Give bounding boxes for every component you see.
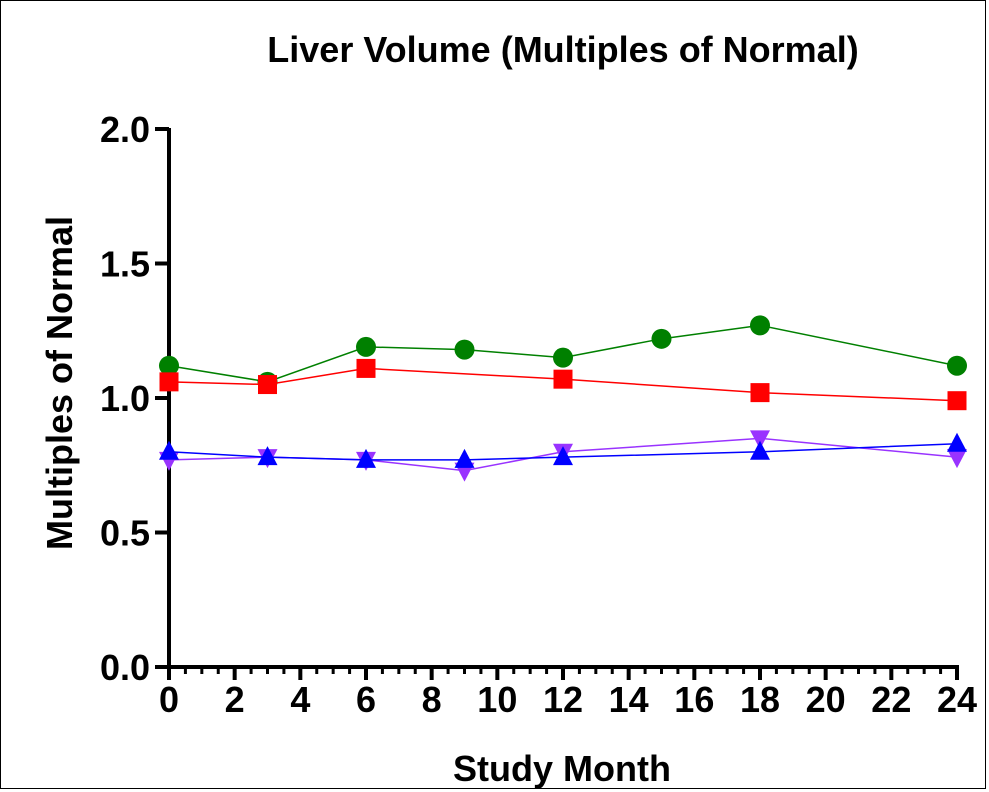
- data-point: [947, 391, 967, 411]
- data-point: [553, 347, 573, 368]
- y-tick-label: 0.5: [100, 513, 150, 554]
- data-point: [159, 355, 179, 376]
- data-point: [553, 369, 573, 389]
- data-point: [553, 446, 573, 466]
- x-tick-label: 6: [356, 679, 376, 720]
- data-point: [257, 446, 278, 466]
- x-tick-label: 20: [806, 679, 846, 720]
- x-tick-label: 8: [422, 679, 442, 720]
- data-point: [750, 440, 770, 460]
- data-point: [356, 336, 376, 357]
- axes: 0.00.51.01.52.00 2 4 6 8 10 12 14 16 18 20 22 24: [100, 109, 977, 720]
- y-tick-label: 2.0: [100, 109, 150, 150]
- data-point: [651, 328, 672, 349]
- data-point: [750, 383, 770, 403]
- x-tick-label: 18: [740, 679, 780, 720]
- series-layer: [159, 315, 967, 482]
- x-tick-label: 24: [937, 679, 977, 720]
- data-point: [454, 339, 475, 360]
- data-point: [750, 430, 770, 450]
- data-point: [159, 440, 179, 460]
- data-point: [947, 432, 967, 452]
- x-tick-label: 0: [159, 679, 179, 720]
- y-tick-label: 1.5: [100, 244, 150, 285]
- y-tick-label: 1.0: [100, 378, 150, 419]
- data-point: [258, 375, 277, 395]
- x-tick-label: 2: [225, 679, 245, 720]
- series-triangle-up: [159, 432, 967, 468]
- x-axis-label: Study Month: [453, 748, 671, 789]
- x-tick-label: 14: [609, 679, 649, 720]
- data-point: [356, 358, 376, 378]
- x-tick-label: 4: [290, 679, 310, 720]
- data-point: [159, 372, 179, 392]
- data-point: [947, 449, 967, 469]
- series-line: [168, 367, 958, 402]
- y-tick-label: 0.0: [100, 647, 150, 688]
- y-axis-label: Multiples of Normal: [39, 216, 80, 550]
- data-point: [750, 315, 770, 336]
- data-point: [356, 448, 376, 468]
- x-tick-label: 16: [674, 679, 714, 720]
- chart-title: Liver Volume (Multiples of Normal): [267, 29, 858, 70]
- series-line: [168, 324, 958, 383]
- x-tick-label: 22: [871, 679, 911, 720]
- series-square: [159, 358, 967, 411]
- x-tick-label: 10: [477, 679, 517, 720]
- data-point: [454, 448, 475, 468]
- data-point: [947, 355, 967, 376]
- x-tick-label: 12: [543, 679, 583, 720]
